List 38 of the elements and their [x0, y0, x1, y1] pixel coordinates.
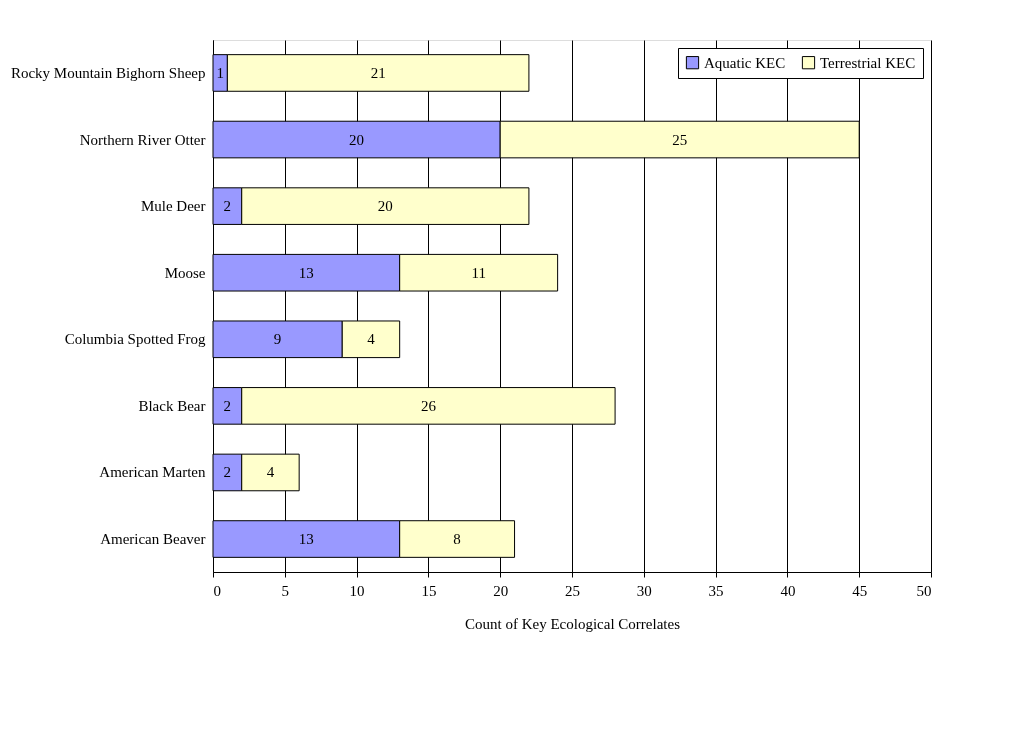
legend-label: Terrestrial KEC	[820, 54, 916, 71]
data-label: 8	[453, 531, 461, 548]
data-label: 2	[223, 198, 232, 215]
data-label: 13	[298, 531, 314, 548]
x-tick-label: 0	[213, 582, 221, 599]
data-label: 21	[370, 64, 386, 81]
y-tick-label: American Marten	[99, 464, 206, 481]
legend-label: Aquatic KEC	[704, 54, 786, 71]
data-label: 1	[216, 64, 224, 81]
x-tick-label: 50	[916, 582, 932, 599]
data-label: 26	[420, 397, 437, 414]
y-tick-label: Northern River Otter	[79, 131, 206, 148]
data-label: 9	[273, 331, 282, 348]
x-tick-label: 30	[636, 582, 652, 599]
y-tick-label: Columbia Spotted Frog	[64, 331, 206, 348]
data-label: 20	[349, 131, 365, 148]
data-label: 20	[377, 198, 393, 215]
data-label: 4	[367, 331, 376, 348]
x-axis-title: Count of Key Ecological Correlates	[465, 615, 681, 632]
x-tick-label: 45	[852, 582, 868, 599]
x-tick-label: 25	[565, 582, 580, 599]
data-label: 13	[298, 264, 314, 281]
data-label: 2	[223, 464, 232, 481]
x-tick-label: 35	[708, 582, 724, 599]
x-tick-label: 10	[349, 582, 365, 599]
y-tick-label: Rocky Mountain Bighorn Sheep	[10, 64, 206, 81]
y-tick-label: Mule Deer	[140, 198, 206, 215]
x-tick-label: 20	[493, 582, 509, 599]
data-label: 11	[471, 264, 486, 281]
data-label: 25	[672, 131, 688, 148]
data-label: 4	[266, 464, 275, 481]
data-label: 2	[223, 397, 232, 414]
y-tick-label: Moose	[164, 264, 206, 281]
x-tick-label: 40	[780, 582, 796, 599]
y-tick-label: Black Bear	[138, 397, 206, 414]
x-tick-label: 5	[281, 582, 290, 599]
x-tick-label: 15	[421, 582, 437, 599]
y-tick-label: American Beaver	[100, 531, 206, 548]
